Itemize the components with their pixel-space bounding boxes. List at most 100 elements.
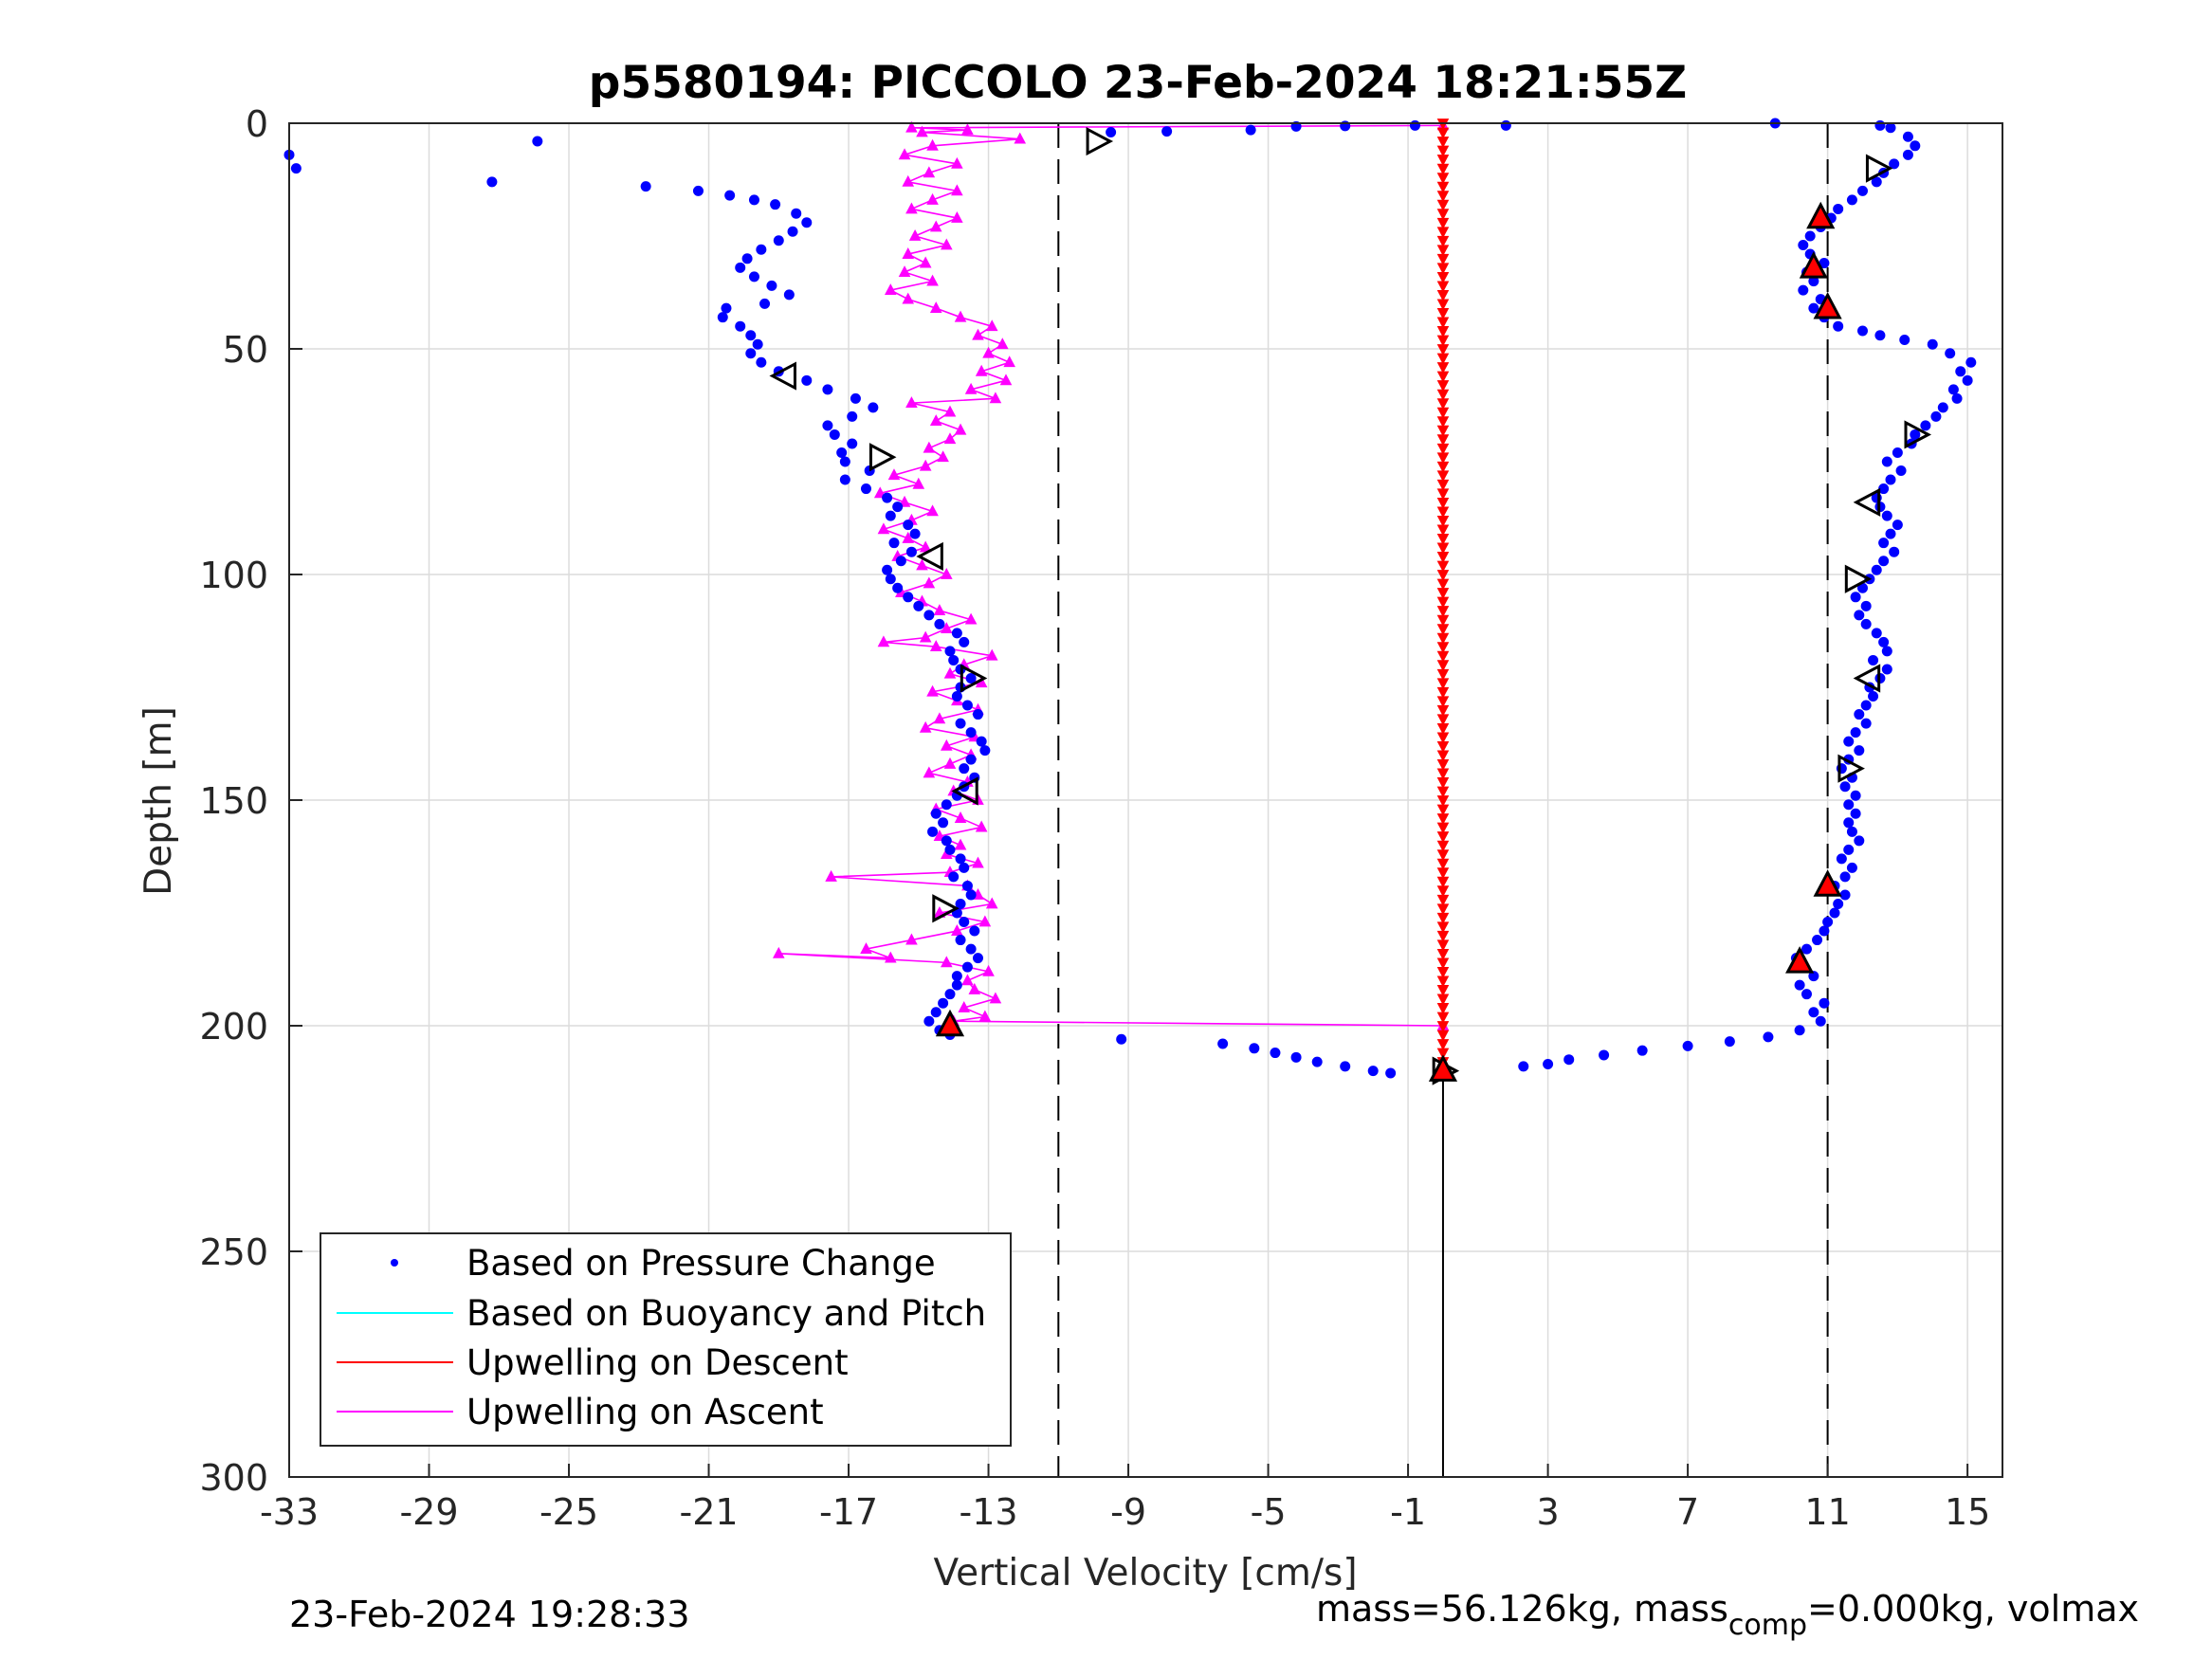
pressure-point — [923, 1015, 935, 1027]
pressure-point — [955, 935, 966, 946]
pressure-point — [959, 862, 970, 873]
pressure-point — [1798, 284, 1809, 296]
pressure-point — [1846, 826, 1857, 837]
pressure-point — [948, 654, 960, 665]
pressure-point — [944, 646, 956, 657]
ascent-point — [902, 292, 915, 304]
pressure-point — [955, 898, 966, 909]
pressure-point — [941, 835, 952, 847]
descent-point — [1436, 921, 1450, 934]
pressure-point — [1217, 1038, 1229, 1049]
pressure-point — [1833, 898, 1844, 909]
pressure-point — [888, 538, 900, 549]
x-axis-label: Vertical Velocity [cm/s] — [933, 1552, 1357, 1595]
pressure-point — [959, 763, 970, 775]
ascent-point — [919, 256, 932, 268]
pressure-point — [1945, 348, 1956, 359]
pressure-point — [1856, 582, 1868, 593]
pressure-point — [1854, 709, 1865, 720]
pressure-point — [1839, 781, 1851, 793]
descent-point — [1436, 876, 1450, 888]
pressure-point — [938, 817, 949, 829]
filled-triangle-marker — [1428, 1054, 1458, 1082]
descent-point — [1436, 407, 1450, 419]
ascent-point — [972, 856, 984, 868]
pressure-point — [836, 447, 848, 458]
ascent-point — [978, 915, 992, 927]
pressure-point — [1843, 736, 1855, 747]
x-tick-label: 3 — [1536, 1491, 1559, 1533]
x-tick-label: -13 — [960, 1491, 1018, 1533]
pressure-point — [965, 672, 977, 684]
ascent-point — [929, 220, 942, 232]
ascent-point — [912, 477, 925, 489]
descent-point — [1436, 786, 1450, 798]
descent-point — [1436, 714, 1450, 726]
pressure-point — [972, 953, 983, 964]
ascent-point — [943, 757, 957, 769]
descent-point — [1436, 362, 1450, 374]
pressure-point — [1860, 700, 1872, 711]
ascent-point — [954, 811, 967, 823]
pressure-point — [801, 217, 813, 228]
x-tick-label: 15 — [1945, 1491, 1990, 1533]
descent-point — [1436, 271, 1450, 283]
ascent-point — [926, 192, 939, 205]
ascent-point — [975, 676, 988, 688]
pressure-point — [1889, 546, 1900, 557]
pressure-point — [1878, 636, 1890, 647]
pressure-point — [748, 271, 759, 283]
ascent-point — [968, 982, 981, 994]
ascent-point — [887, 468, 901, 481]
descent-point — [1436, 434, 1450, 447]
ascent-point — [951, 924, 963, 936]
pressure-point — [839, 474, 850, 485]
pressure-point — [850, 392, 861, 404]
pressure-point — [955, 718, 966, 729]
pressure-point — [724, 190, 736, 201]
ascent-point — [926, 684, 939, 697]
pressure-point — [1808, 302, 1819, 314]
pressure-point — [1819, 925, 1830, 937]
ascent-point — [999, 374, 1013, 386]
pressure-point — [735, 320, 746, 332]
ascent-point — [916, 558, 928, 571]
ascent-point — [772, 946, 785, 958]
descent-point — [1436, 245, 1450, 257]
pressure-point — [1682, 1040, 1693, 1051]
pressure-point — [1951, 392, 1963, 404]
pressure-point — [1543, 1058, 1554, 1069]
pressure-point — [1850, 808, 1861, 819]
pressure-point — [1910, 428, 1921, 440]
ascent-point — [905, 396, 918, 409]
ascent-point — [940, 568, 953, 579]
pressure-point — [1833, 203, 1844, 214]
ascent-point — [951, 156, 963, 169]
pressure-point — [951, 691, 962, 702]
pressure-point — [1930, 410, 1942, 422]
footer-timestamp: 23-Feb-2024 19:28:33 — [289, 1594, 690, 1635]
ascent-point — [954, 423, 967, 435]
pressure-point — [745, 348, 757, 359]
pressure-point — [640, 181, 651, 192]
pressure-point — [979, 745, 991, 757]
descent-point — [1436, 326, 1450, 337]
pressure-point — [1854, 610, 1865, 621]
pressure-point — [759, 298, 771, 309]
descent-point — [1436, 289, 1450, 301]
pressure-point — [721, 302, 732, 314]
pressure-point — [948, 871, 960, 883]
descent-point — [1436, 317, 1450, 329]
pressure-point — [745, 330, 757, 341]
descent-point — [1436, 227, 1450, 239]
descent-point — [1436, 686, 1450, 699]
filled-triangle-marker — [935, 1009, 965, 1037]
pressure-point — [766, 280, 777, 291]
ascent-point — [940, 738, 953, 751]
pressure-point — [1839, 889, 1851, 901]
open-triangle-marker — [951, 776, 978, 806]
descent-point — [1436, 849, 1450, 862]
descent-point — [1436, 344, 1450, 356]
pressure-point — [1829, 907, 1840, 919]
pressure-point — [1161, 126, 1173, 137]
